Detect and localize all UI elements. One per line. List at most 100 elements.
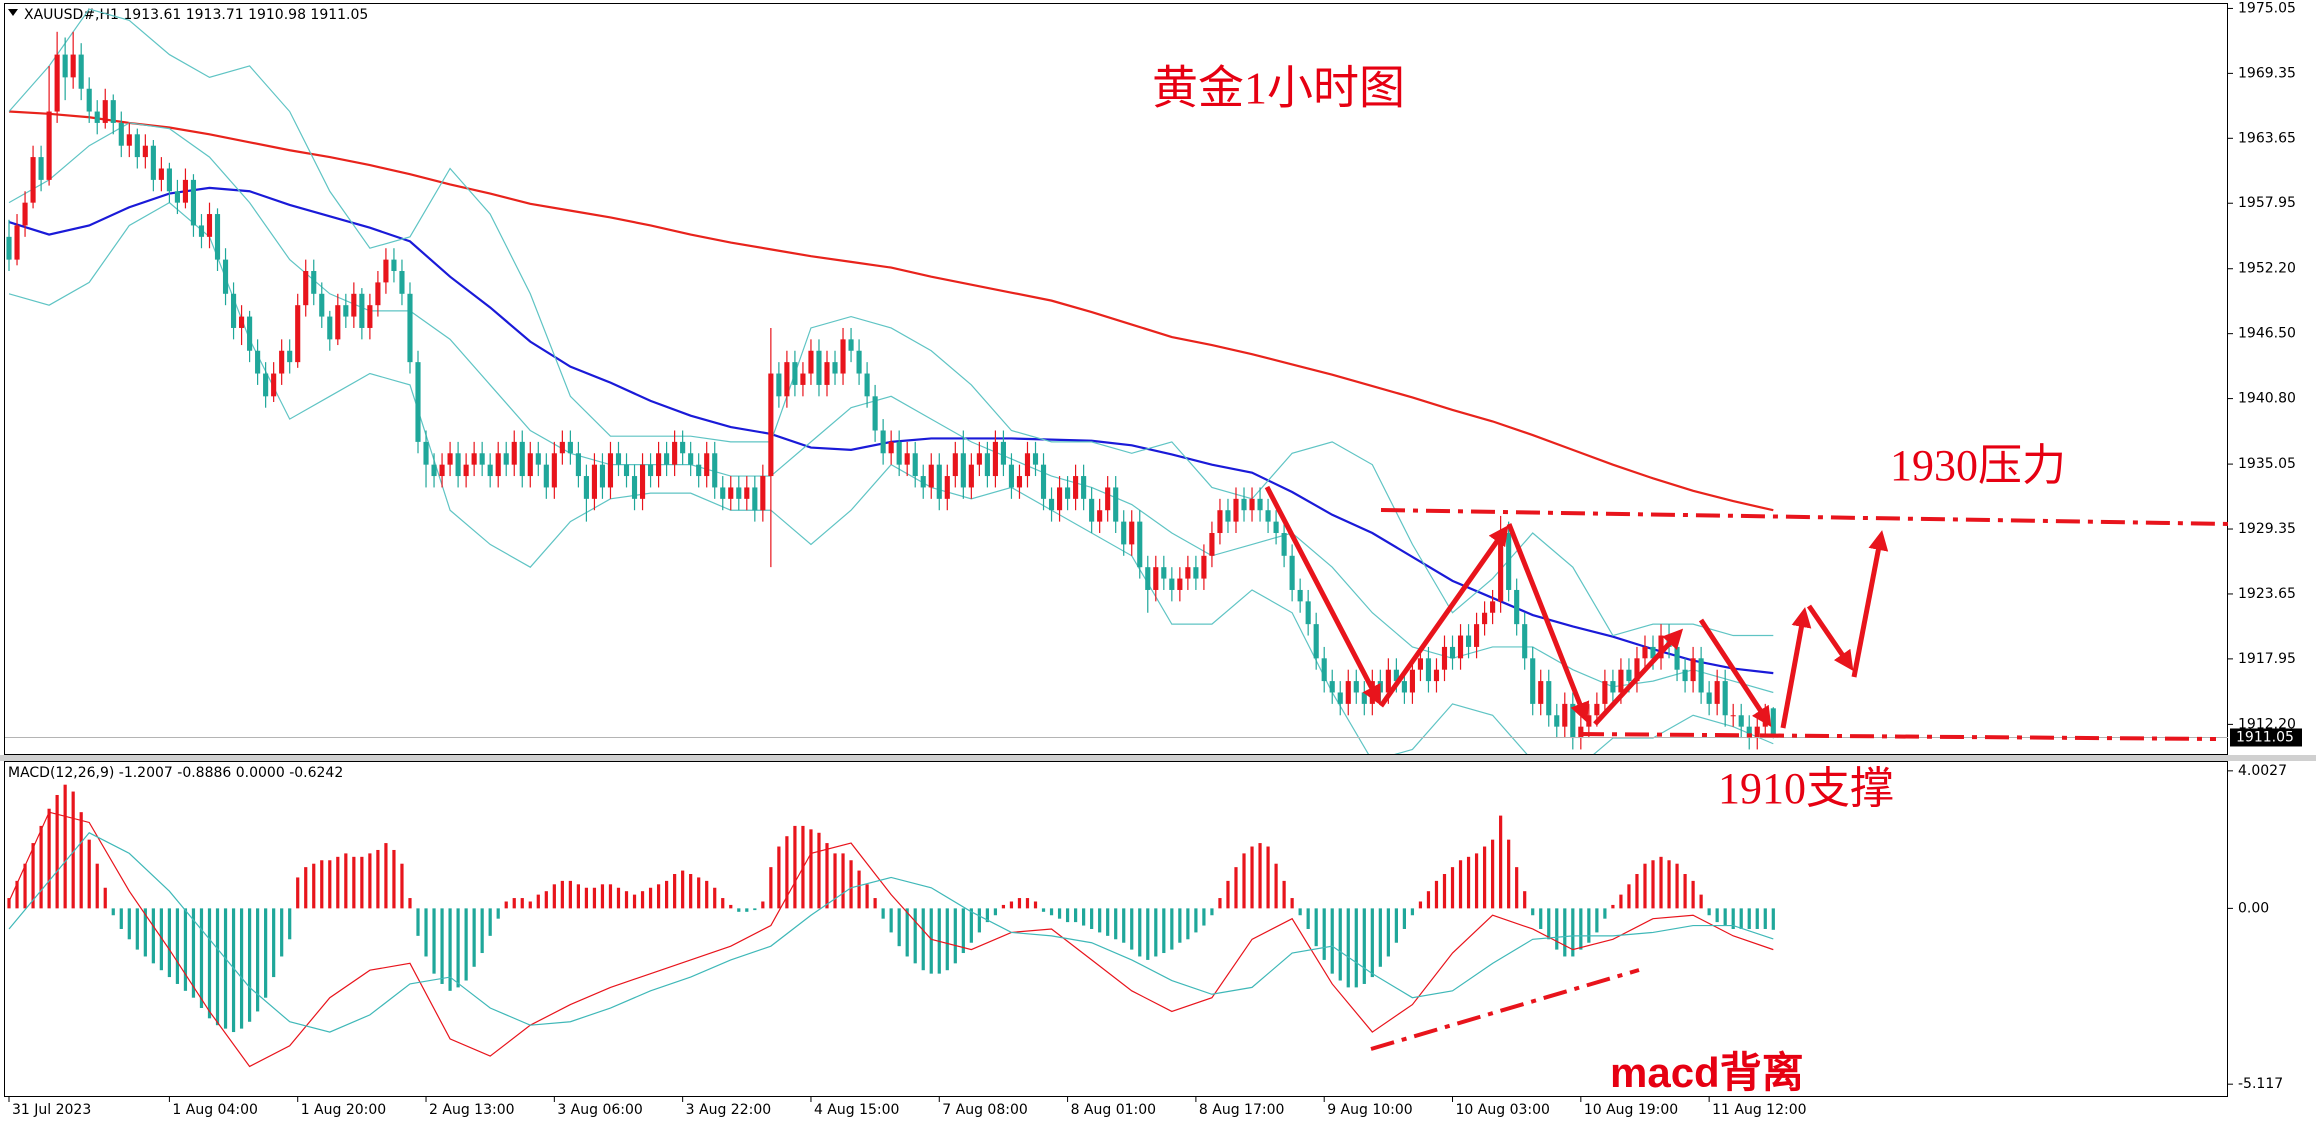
candle-body — [1169, 578, 1175, 590]
candle-body — [960, 453, 966, 488]
macd-histogram-bar — [576, 884, 580, 909]
candle-body — [1000, 441, 1006, 465]
macd-histogram-bar — [1531, 908, 1535, 916]
macd-histogram-bar — [392, 849, 396, 909]
macd-histogram-bar — [1274, 863, 1278, 909]
macd-histogram-bar — [1338, 908, 1342, 981]
candle-body — [431, 464, 437, 477]
candle-body — [46, 111, 52, 180]
macd-histogram-bar — [1491, 839, 1495, 909]
macd-histogram-bar — [1659, 856, 1663, 909]
macd-histogram-bar — [1106, 908, 1110, 936]
macd-histogram-bar — [456, 908, 460, 988]
candle-body — [1714, 681, 1720, 704]
macd-histogram-bar — [528, 901, 532, 909]
macd-histogram-bar — [865, 884, 869, 909]
candle-body — [335, 305, 341, 340]
macd-histogram-bar — [320, 860, 324, 909]
candle-body — [247, 316, 253, 351]
macd-histogram-bar — [841, 853, 845, 909]
candle-body — [230, 293, 237, 328]
candle-body — [1305, 601, 1311, 625]
macd-histogram-bar — [296, 877, 300, 909]
candle-body — [1393, 669, 1399, 682]
macd-histogram-bar — [624, 891, 629, 909]
macd-histogram-bar — [1314, 908, 1318, 947]
candle-body — [952, 453, 958, 477]
candle-body — [1554, 715, 1560, 727]
candle-body — [1385, 669, 1391, 693]
candle-body — [559, 441, 565, 454]
candle-body — [1642, 646, 1648, 659]
candle-body — [567, 441, 573, 454]
macd-histogram-bar — [913, 908, 917, 964]
macd-histogram-bar — [207, 908, 212, 1019]
x-tick-label: 8 Aug 17:00 — [1199, 1102, 1285, 1118]
candle-body — [1457, 635, 1464, 659]
candle-body — [824, 362, 830, 385]
macd-histogram-bar — [729, 904, 733, 909]
candle-body — [1321, 658, 1327, 682]
candle-body — [712, 453, 718, 488]
y-tick-label: 0.00 — [2238, 900, 2269, 916]
macd-histogram-bar — [1154, 908, 1158, 957]
macd-histogram-bar — [135, 908, 139, 950]
x-tick-label: 10 Aug 19:00 — [1584, 1102, 1678, 1118]
candle-body — [327, 316, 333, 340]
macd-histogram-bar — [264, 908, 268, 998]
macd-histogram-bar — [953, 908, 957, 964]
candle-body — [391, 259, 397, 272]
macd-histogram-bar — [1555, 908, 1559, 950]
candle-body — [487, 464, 493, 477]
y-tick-label: 4.0027 — [2238, 763, 2287, 779]
macd-histogram-bar — [272, 908, 276, 978]
y-tick-label: 1946.50 — [2238, 326, 2296, 342]
candle-body — [166, 168, 172, 192]
macd-histogram-bar — [39, 825, 43, 909]
macd-histogram-bar — [1474, 853, 1479, 909]
macd-histogram-bar — [1507, 839, 1511, 909]
macd-histogram-bar — [1322, 908, 1326, 960]
arrow — [1698, 618, 1772, 728]
macd-histogram-bar — [256, 908, 260, 1012]
macd-histogram-bar — [127, 908, 131, 940]
macd-histogram-bar — [1298, 908, 1302, 916]
price-plot — [5, 8, 2228, 754]
candle-body — [359, 293, 365, 328]
macd-histogram-bar — [1715, 908, 1719, 923]
macd-histogram-bar — [376, 849, 380, 909]
candle-body — [728, 487, 734, 499]
macd-histogram-bar — [1250, 846, 1254, 909]
candle-body — [1345, 681, 1351, 704]
candle-body — [214, 214, 221, 260]
macd-histogram-bar — [1346, 908, 1350, 988]
candle-body — [1177, 578, 1183, 590]
candle-body — [936, 464, 942, 499]
candle-body — [888, 441, 894, 454]
macd-plot — [7, 784, 1775, 1068]
candle-body — [375, 282, 381, 306]
candle-body — [239, 316, 245, 328]
macd-histogram-bar — [1065, 908, 1070, 923]
candle-body — [150, 145, 156, 180]
macd-histogram-bar — [737, 908, 741, 912]
macd-histogram-bar — [1466, 856, 1471, 909]
candle-body — [615, 453, 622, 465]
macd-histogram-bar — [705, 880, 709, 909]
candle-body — [471, 453, 477, 465]
arrow — [1506, 523, 1590, 723]
candle-body — [1273, 521, 1279, 534]
macd-histogram-bar — [1122, 908, 1126, 943]
macd-histogram-bar — [632, 894, 637, 909]
candle-body — [182, 179, 189, 203]
indicator-line — [8, 122, 1774, 694]
candle-body — [415, 362, 421, 442]
macd-histogram-bar — [424, 908, 428, 957]
candle-body — [1674, 646, 1680, 670]
macd-histogram-bar — [504, 901, 508, 909]
candle-body — [1209, 533, 1215, 556]
macd-histogram-bar — [616, 887, 621, 909]
candle-body — [607, 453, 614, 488]
candle-body — [776, 373, 782, 397]
macd-histogram-bar — [905, 908, 909, 957]
